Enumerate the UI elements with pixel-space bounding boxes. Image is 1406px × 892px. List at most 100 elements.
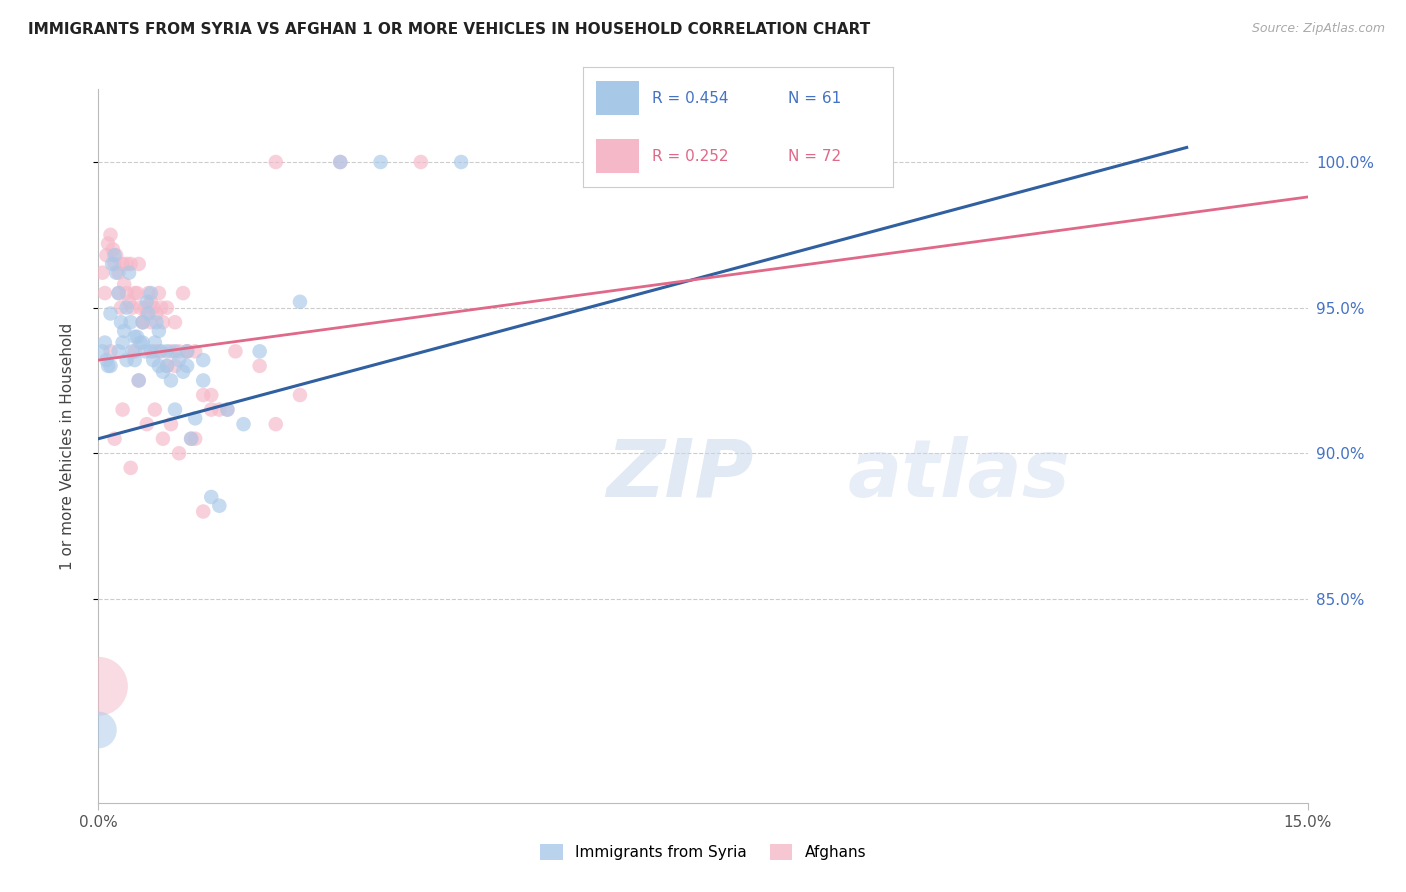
Point	[120, 257, 142, 271]
Point	[132, 315, 155, 329]
Point	[264, 417, 287, 432]
Point	[150, 301, 173, 315]
Text: IMMIGRANTS FROM SYRIA VS AFGHAN 1 OR MORE VEHICLES IN HOUSEHOLD CORRELATION CHAR: IMMIGRANTS FROM SYRIA VS AFGHAN 1 OR MOR…	[28, 22, 870, 37]
Text: ZIP: ZIP	[606, 435, 754, 514]
Legend: Immigrants from Syria, Afghans: Immigrants from Syria, Afghans	[534, 838, 872, 866]
Point	[143, 402, 166, 417]
Point	[124, 286, 146, 301]
Point	[163, 402, 186, 417]
Point	[142, 353, 165, 368]
Point	[111, 335, 134, 350]
Point	[97, 236, 120, 251]
Point	[110, 315, 132, 329]
Point	[111, 257, 134, 271]
Point	[124, 344, 146, 359]
Text: N = 61: N = 61	[787, 91, 841, 106]
Point	[142, 301, 165, 315]
Point	[200, 490, 222, 504]
Point	[120, 315, 142, 329]
Point	[152, 432, 174, 446]
Point	[107, 344, 129, 359]
Point	[156, 344, 179, 359]
Point	[132, 315, 155, 329]
Point	[115, 301, 138, 315]
Point	[176, 344, 198, 359]
Point	[115, 286, 138, 301]
Point	[121, 301, 143, 315]
Bar	[596, 139, 640, 173]
Point	[115, 353, 138, 368]
Point	[184, 344, 207, 359]
Point	[145, 306, 167, 320]
Point	[105, 266, 128, 280]
Point	[100, 344, 122, 359]
Point	[450, 155, 472, 169]
Point	[160, 344, 183, 359]
Point	[264, 155, 287, 169]
Point	[163, 315, 186, 329]
Point	[118, 294, 141, 309]
Point	[180, 432, 202, 446]
Point	[249, 359, 271, 373]
Point	[217, 402, 239, 417]
Point	[87, 679, 110, 693]
Point	[249, 344, 271, 359]
Point	[193, 504, 215, 518]
Text: R = 0.454: R = 0.454	[651, 91, 728, 106]
Point	[112, 324, 135, 338]
Point	[127, 330, 149, 344]
Point	[163, 359, 186, 373]
Point	[193, 353, 215, 368]
Point	[370, 155, 392, 169]
Point	[100, 227, 122, 242]
Point	[129, 335, 152, 350]
Point	[103, 257, 125, 271]
Point	[176, 344, 198, 359]
Point	[100, 359, 122, 373]
Point	[138, 286, 160, 301]
Point	[208, 499, 231, 513]
Point	[152, 365, 174, 379]
Point	[152, 315, 174, 329]
Point	[167, 344, 190, 359]
Point	[329, 155, 352, 169]
Point	[107, 286, 129, 301]
Point	[96, 353, 118, 368]
Point	[156, 359, 179, 373]
Point	[217, 402, 239, 417]
Point	[127, 286, 149, 301]
Point	[329, 155, 352, 169]
Point	[193, 374, 215, 388]
Point	[156, 359, 179, 373]
Point	[172, 286, 194, 301]
Point	[167, 353, 190, 368]
Text: Source: ZipAtlas.com: Source: ZipAtlas.com	[1251, 22, 1385, 36]
Point	[115, 257, 138, 271]
Point	[200, 388, 222, 402]
Point	[87, 723, 110, 737]
Point	[135, 417, 157, 432]
Point	[111, 402, 134, 417]
Point	[150, 344, 173, 359]
Point	[132, 315, 155, 329]
Point	[128, 374, 150, 388]
Point	[612, 155, 634, 169]
Point	[121, 344, 143, 359]
Point	[160, 417, 183, 432]
Point	[120, 460, 142, 475]
Point	[176, 344, 198, 359]
Point	[94, 286, 117, 301]
Point	[107, 266, 129, 280]
Point	[134, 301, 156, 315]
Point	[148, 359, 170, 373]
Point	[167, 446, 190, 460]
Point	[145, 315, 167, 329]
Point	[100, 306, 122, 320]
Point	[139, 344, 162, 359]
Point	[143, 344, 166, 359]
Point	[148, 286, 170, 301]
Text: atlas: atlas	[848, 435, 1071, 514]
Point	[124, 330, 146, 344]
Point	[163, 344, 186, 359]
Point	[135, 306, 157, 320]
